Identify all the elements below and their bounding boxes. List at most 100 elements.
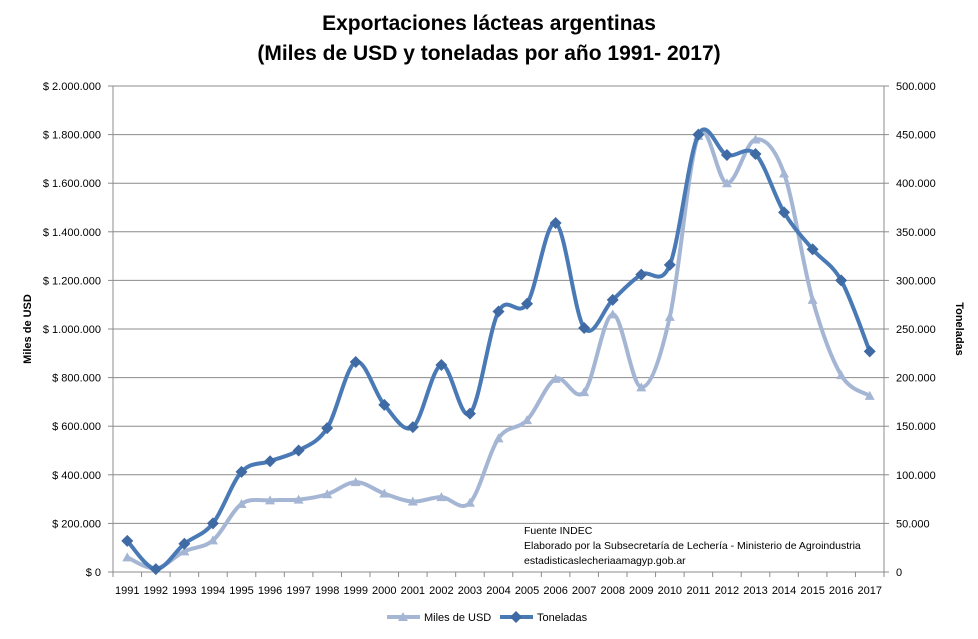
y-left-tick-label: $ 0 [86, 567, 101, 579]
data-point-toneladas [749, 148, 762, 161]
y-left-tick-label: $ 600.000 [52, 421, 101, 433]
data-point-toneladas [206, 517, 219, 530]
y-left-tick-label: $ 800.000 [52, 373, 101, 385]
data-point-toneladas [435, 358, 448, 371]
data-point-usd [436, 492, 447, 502]
annotation-line: Fuente INDEC [524, 525, 593, 537]
y-right-tick-label: 150.000 [896, 421, 936, 433]
x-tick-label: 2010 [658, 585, 682, 597]
data-point-usd [464, 497, 475, 507]
data-point-usd [836, 370, 847, 380]
data-point-usd [607, 309, 618, 319]
x-tick-label: 1998 [315, 585, 339, 597]
data-point-toneladas [235, 465, 248, 478]
y-left-tick-label: $ 1.600.000 [43, 178, 101, 190]
data-point-usd [807, 294, 818, 304]
chart-title: Exportaciones lácteas argentinas [322, 12, 656, 35]
data-point-usd [522, 415, 533, 425]
data-point-usd [407, 496, 418, 506]
x-tick-label: 1993 [172, 585, 196, 597]
annotation-line: Elaborado por la Subsecretaría de Lecher… [524, 540, 861, 552]
x-tick-label: 2012 [715, 585, 739, 597]
x-tick-label: 2011 [687, 585, 711, 597]
y-right-tick-label: 50.000 [896, 518, 930, 530]
y-left-tick-label: $ 400.000 [52, 470, 101, 482]
y-left-axis-title: Miles de USD [22, 294, 34, 364]
data-point-toneladas [492, 305, 505, 318]
data-point-toneladas [863, 345, 876, 358]
legend-label-usd: Miles de USD [424, 612, 491, 624]
data-point-toneladas [121, 534, 134, 547]
y-right-tick-label: 400.000 [896, 178, 936, 190]
x-tick-label: 2014 [772, 585, 796, 597]
data-point-toneladas [692, 128, 705, 141]
data-point-toneladas [149, 563, 162, 576]
x-tick-label: 2007 [572, 585, 596, 597]
data-point-usd [122, 552, 133, 562]
x-tick-label: 2006 [543, 585, 567, 597]
legend-marker-toneladas [510, 611, 522, 623]
y-left-tick-label: $ 1.800.000 [43, 130, 101, 142]
x-tick-label: 1992 [144, 585, 168, 597]
y-right-axis-title: Toneladas [953, 302, 965, 356]
data-point-toneladas [663, 258, 676, 271]
legend-label-toneladas: Toneladas [537, 612, 588, 624]
series-line-usd [126, 129, 871, 571]
y-right-tick-label: 350.000 [896, 227, 936, 239]
data-point-usd [721, 178, 732, 188]
x-tick-label: 1997 [286, 585, 310, 597]
data-point-toneladas [406, 421, 419, 434]
data-point-toneladas [578, 322, 591, 335]
data-point-usd [265, 495, 276, 505]
x-tick-label: 1994 [201, 585, 225, 597]
data-point-usd [207, 535, 218, 545]
series-line-toneladas [125, 127, 872, 572]
data-point-usd [350, 477, 361, 487]
annotation-line: estadisticaslecheriaamagyp.gob.ar [524, 555, 686, 567]
x-tick-label: 2008 [600, 585, 624, 597]
data-point-toneladas [778, 206, 791, 219]
y-left-tick-label: $ 1.400.000 [43, 227, 101, 239]
data-point-usd [322, 489, 333, 499]
data-point-usd [750, 134, 761, 144]
data-point-usd [664, 311, 675, 321]
y-left-tick-label: $ 1.000.000 [43, 324, 101, 336]
data-point-usd [493, 433, 504, 443]
data-point-toneladas [349, 356, 362, 369]
data-point-usd [579, 387, 590, 397]
x-tick-label: 2000 [372, 585, 396, 597]
x-tick-label: 2002 [429, 585, 453, 597]
x-tick-label: 2003 [458, 585, 482, 597]
data-point-toneladas [178, 537, 191, 550]
data-point-usd [779, 168, 790, 178]
x-tick-label: 2004 [486, 585, 510, 597]
data-point-toneladas [549, 217, 562, 230]
x-tick-label: 2009 [629, 585, 653, 597]
data-point-toneladas [264, 455, 277, 468]
y-right-tick-label: 300.000 [896, 275, 936, 287]
data-point-toneladas [463, 407, 476, 420]
data-point-usd [236, 498, 247, 508]
y-left-tick-label: $ 200.000 [52, 518, 101, 530]
data-point-usd [636, 382, 647, 392]
data-point-toneladas [292, 444, 305, 457]
data-point-toneladas [806, 243, 819, 256]
y-right-tick-label: 250.000 [896, 324, 936, 336]
x-tick-label: 2013 [743, 585, 767, 597]
data-point-toneladas [521, 297, 534, 310]
x-tick-label: 2001 [401, 585, 425, 597]
data-point-usd [179, 546, 190, 556]
chart-subtitle: (Miles de USD y toneladas por año 1991- … [257, 42, 721, 65]
y-right-tick-label: 0 [896, 567, 902, 579]
y-right-tick-label: 200.000 [896, 373, 936, 385]
data-point-toneladas [720, 149, 733, 162]
data-point-toneladas [606, 293, 619, 306]
data-point-usd [864, 390, 875, 400]
y-right-tick-label: 100.000 [896, 470, 936, 482]
data-point-usd [293, 494, 304, 504]
y-right-tick-label: 450.000 [896, 130, 936, 142]
data-point-toneladas [321, 422, 334, 435]
legend-marker-usd [398, 612, 408, 621]
x-tick-label: 2016 [829, 585, 853, 597]
